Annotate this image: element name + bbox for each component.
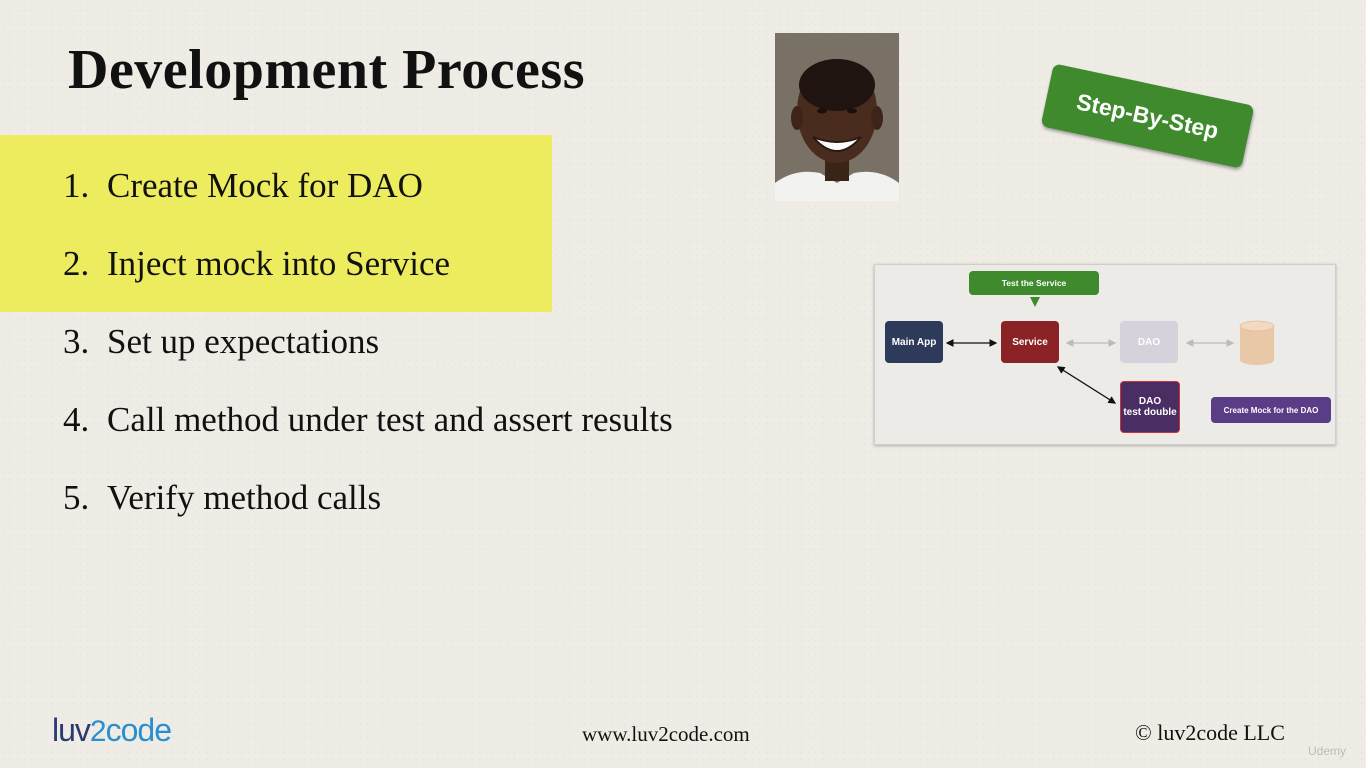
footer-copyright: © luv2code LLC	[1135, 720, 1285, 745]
logo-text-luv: luv	[52, 712, 91, 748]
step-text: Verify method calls	[107, 478, 382, 517]
architecture-diagram: Test the Service Main App Service DAO DA…	[874, 264, 1336, 445]
step-number: 1.	[63, 166, 90, 205]
step-item: 4. Call method under test and assert resu…	[63, 394, 673, 472]
diagram-connectors	[945, 297, 1275, 416]
dao-box: DAO	[1120, 321, 1178, 363]
person-avatar-icon	[775, 33, 899, 201]
udemy-watermark: Udemy	[1308, 744, 1347, 758]
step-number: 2.	[63, 244, 90, 283]
highlight-band	[0, 135, 552, 312]
test-service-callout: Test the Service	[969, 271, 1099, 295]
instructor-photo	[775, 33, 899, 201]
logo-text-2: 2	[89, 715, 107, 748]
service-double-arrow	[1056, 366, 1117, 404]
step-item: 2. Inject mock into Service	[63, 238, 673, 316]
step-number: 3.	[63, 322, 90, 361]
step-by-step-badge: Step-By-Step	[1040, 63, 1255, 169]
steps-list: 1. Create Mock for DAO 2. Inject mock into…	[63, 160, 673, 550]
logo-text-code: code	[105, 712, 172, 748]
service-box: Service	[1001, 321, 1059, 363]
step-item: 3. Set up expectations	[63, 316, 673, 394]
step-number: 5.	[63, 478, 90, 517]
create-mock-callout: Create Mock for the DAO	[1211, 397, 1331, 423]
dao-test-double-box: DAO test double	[1120, 381, 1180, 433]
step-item: 5. Verify method calls	[63, 472, 673, 550]
step-item: 1. Create Mock for DAO	[63, 160, 673, 238]
dao-double-line1: DAO	[1138, 396, 1162, 407]
slide-title: Development Process	[68, 39, 585, 101]
footer-url: www.luv2code.com	[582, 722, 750, 746]
step-number: 4.	[63, 400, 90, 439]
dao-double-line2: test double	[1123, 407, 1177, 418]
step-text: Inject mock into Service	[107, 244, 451, 283]
main-app-box: Main App	[885, 321, 943, 363]
luv2code-logo: luv2code	[52, 712, 172, 749]
step-text: Call method under test and assert result…	[107, 400, 673, 439]
step-text: Set up expectations	[107, 322, 380, 361]
step-text: Create Mock for DAO	[107, 166, 423, 205]
